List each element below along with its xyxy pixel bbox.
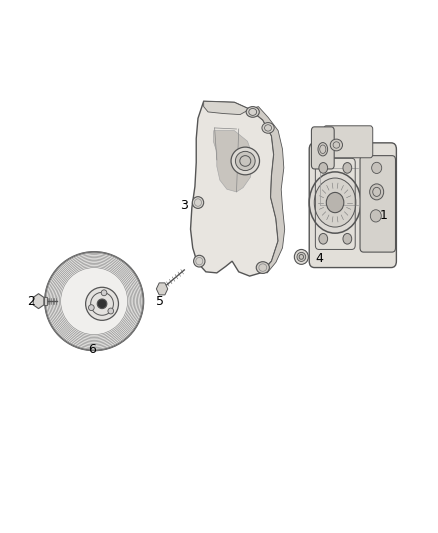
Ellipse shape xyxy=(45,252,143,351)
FancyBboxPatch shape xyxy=(44,297,47,305)
Polygon shape xyxy=(204,101,250,115)
Ellipse shape xyxy=(318,142,328,156)
Text: 5: 5 xyxy=(156,295,164,308)
Circle shape xyxy=(319,163,328,173)
Ellipse shape xyxy=(88,305,94,311)
Ellipse shape xyxy=(371,162,381,173)
Ellipse shape xyxy=(256,262,269,273)
Polygon shape xyxy=(213,131,253,192)
Ellipse shape xyxy=(330,139,343,151)
Ellipse shape xyxy=(262,123,274,133)
Ellipse shape xyxy=(108,308,113,314)
Ellipse shape xyxy=(101,290,107,296)
FancyBboxPatch shape xyxy=(324,126,373,158)
Ellipse shape xyxy=(297,253,306,262)
Ellipse shape xyxy=(97,299,107,309)
Ellipse shape xyxy=(192,197,204,208)
Text: 2: 2 xyxy=(28,295,35,308)
FancyBboxPatch shape xyxy=(360,156,396,252)
Ellipse shape xyxy=(370,209,381,222)
Ellipse shape xyxy=(326,192,344,213)
Ellipse shape xyxy=(294,249,308,264)
FancyBboxPatch shape xyxy=(309,143,396,268)
Ellipse shape xyxy=(236,151,255,171)
Circle shape xyxy=(343,163,352,173)
Text: 4: 4 xyxy=(316,252,324,265)
Ellipse shape xyxy=(85,287,118,320)
FancyBboxPatch shape xyxy=(311,127,334,169)
Polygon shape xyxy=(33,294,44,309)
Ellipse shape xyxy=(231,147,259,175)
Polygon shape xyxy=(156,283,168,295)
Text: 3: 3 xyxy=(180,199,188,212)
Ellipse shape xyxy=(246,107,259,117)
Ellipse shape xyxy=(314,178,356,227)
Circle shape xyxy=(319,233,328,244)
Ellipse shape xyxy=(194,255,205,267)
Text: 6: 6 xyxy=(88,343,96,356)
Ellipse shape xyxy=(309,172,361,233)
Polygon shape xyxy=(250,107,285,273)
Circle shape xyxy=(343,233,352,244)
Polygon shape xyxy=(191,101,278,276)
Text: 1: 1 xyxy=(379,209,387,222)
Ellipse shape xyxy=(370,184,384,200)
